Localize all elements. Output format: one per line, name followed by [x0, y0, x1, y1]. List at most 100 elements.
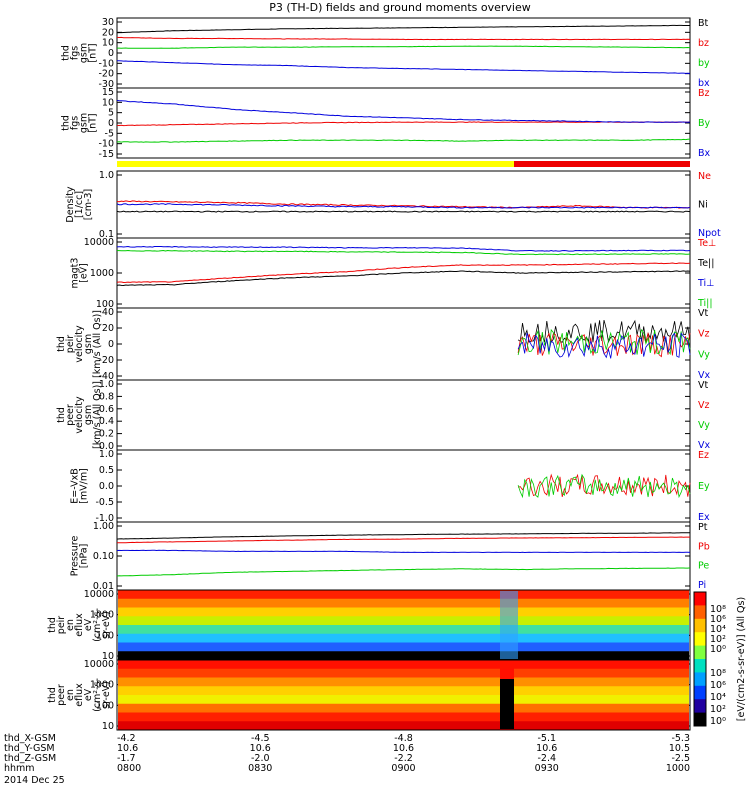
y-tick-label: -10	[98, 139, 114, 150]
x-row-value: 10.6	[536, 743, 557, 754]
y-tick-label: 0.0	[99, 481, 114, 492]
y-label-line: thd	[47, 687, 58, 703]
y-tick-label: 40	[102, 307, 114, 318]
panel-frame	[116, 379, 691, 451]
legend-entry: Ni	[698, 200, 708, 211]
legend-entry: By	[698, 118, 711, 129]
y-tick-label: -5	[105, 128, 114, 139]
y-label-line: (cm²-s-	[92, 608, 103, 642]
y-label-line: fgs	[70, 116, 81, 130]
spectrogram-colorbar: 10⁸10⁶10⁴10²10⁰10⁸10⁶10⁴10²10⁰[eV/(cm2-s…	[693, 591, 747, 727]
y-tick-label: 100	[96, 700, 114, 711]
y-tick-label: 10	[102, 721, 114, 732]
spacecraft-mode-bar	[117, 161, 690, 167]
x-row-value: 10.6	[117, 743, 138, 754]
y-label-line: thd	[56, 336, 67, 352]
series-line-Pe	[116, 567, 691, 577]
colorbar-tick: 10⁸	[710, 604, 726, 615]
colorbar-tick: 10⁸	[710, 668, 726, 679]
legend-entry: Te||	[697, 258, 714, 269]
panel-temp: 10000 1000 100 magt3[eV] Te⊥ Te|| Ti⊥ Ti||	[70, 237, 717, 310]
colorbar-tick: 10⁰	[710, 644, 726, 655]
panel-frame	[116, 170, 691, 239]
y-tick-label: -20	[98, 69, 114, 80]
x-row-value: -4.5	[251, 733, 270, 744]
colorbar-band	[694, 685, 706, 700]
y-label-line: sr-eV)	[101, 681, 112, 709]
y-label-line: eflux	[74, 613, 85, 637]
y-label-line: fgs	[70, 46, 81, 60]
y-axis-label: magt3[eV]	[70, 258, 90, 289]
y-tick-label: 1000	[90, 610, 114, 621]
x-row-value: 0800	[117, 763, 141, 774]
spectrogram-band	[118, 590, 689, 600]
series-line-Bx	[116, 99, 691, 123]
y-label-line: en	[65, 689, 76, 701]
y-tick-label: 10000	[84, 659, 114, 670]
x-row-value: -1.7	[117, 753, 136, 764]
y-label-line: eflux	[74, 683, 85, 707]
y-label-line: [mV/m]	[79, 468, 90, 504]
y-tick-label: 0.01	[93, 581, 114, 592]
y-label-line: peir	[65, 335, 76, 354]
colorbar-band	[694, 605, 706, 620]
series-line-Pt	[116, 532, 690, 540]
date-label: 2014 Dec 25	[4, 775, 65, 786]
legend-entry: Pe	[698, 561, 709, 572]
legend-entry: Vt	[698, 308, 708, 319]
y-tick-label: 0.0	[99, 441, 114, 452]
y-label-line: [cm-3]	[83, 189, 94, 220]
x-row-value: 10.5	[669, 743, 690, 754]
y-tick-label: 100	[96, 630, 114, 641]
spectrogram-band	[118, 651, 689, 661]
series-line-Ez	[517, 473, 691, 498]
y-tick-label: 15	[102, 87, 114, 98]
y-label-line: [km/s (All Qs)]	[92, 381, 103, 449]
y-tick-label: 0.10	[93, 551, 114, 562]
x-row-value: 10.6	[393, 743, 414, 754]
spectrogram-band	[118, 660, 689, 670]
legend-entry: Pt	[698, 522, 708, 533]
y-label-line: en	[65, 619, 76, 631]
legend-entry: Pi	[698, 580, 706, 591]
series-line-Pi	[116, 549, 691, 554]
y-label-line: thd	[61, 115, 72, 131]
y-tick-label: 1.0	[99, 449, 114, 460]
y-tick-label: 0	[108, 48, 114, 59]
y-label-line: [nT]	[88, 113, 99, 132]
y-label-line: Pressure	[70, 536, 81, 577]
legend-entry: Ti⊥	[697, 278, 714, 289]
y-label-line: gsm	[83, 405, 94, 425]
colorbar-label: [eV/(cm2-s-sr-eV)] (All Qs)	[736, 597, 747, 721]
y-axis-label: E=-VxB[mV/m]	[70, 468, 90, 504]
y-label-line: Density	[65, 186, 76, 222]
y-tick-label: 10	[102, 97, 114, 108]
y-label-line: thd	[56, 407, 67, 423]
y-label-line: gsm	[79, 43, 90, 63]
series-line-Vt	[517, 319, 691, 344]
series-line-Npot	[116, 203, 691, 209]
y-label-line: (cm²-s-	[92, 678, 103, 712]
y-label-line: peer	[56, 684, 67, 706]
colorbar-frame	[693, 591, 707, 727]
y-tick-label: 0.1	[99, 229, 114, 240]
spectrogram-band	[118, 686, 689, 696]
x-row-value: 0830	[248, 763, 272, 774]
series-line-By	[116, 138, 691, 143]
spectrogram-band	[118, 677, 689, 687]
legend-entry: Ez	[698, 450, 709, 461]
legend-entry: Ey	[698, 481, 710, 492]
series-line-Ne	[116, 200, 691, 209]
y-tick-label: 100	[96, 299, 114, 310]
legend-entry: Vz	[698, 400, 710, 411]
y-label-line: velocity	[74, 396, 85, 434]
series-line-bz	[116, 36, 691, 41]
y-label-line: peer	[65, 404, 76, 426]
legend-entry: Ti||	[697, 298, 713, 309]
y-tick-label: 30	[102, 17, 114, 28]
